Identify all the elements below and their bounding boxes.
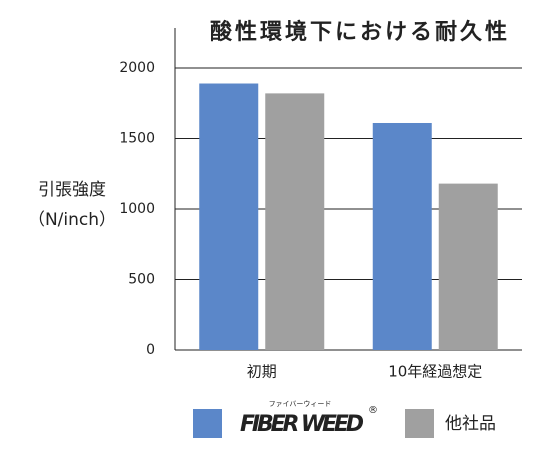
bar [372,122,432,351]
y-axis-label: 引張強度 [38,180,106,200]
bar [265,93,325,350]
y-tick-label: 2000 [119,60,155,76]
y-tick-label: 0 [146,342,155,358]
bar [438,183,498,350]
y-tick-label: 1500 [119,131,155,147]
y-tick-label: 1000 [119,201,155,217]
legend-label: FIBER WEED [240,412,364,437]
chart-title: 酸性環境下における耐久性 [210,19,510,45]
y-axis-label: （N/inch） [28,210,116,230]
x-tick-label: 初期 [247,363,277,381]
x-tick-label: 10年経過想定 [388,363,482,381]
legend-label: 他社品 [445,414,496,434]
legend-swatch [193,409,222,438]
y-tick-label: 500 [128,272,155,288]
legend-reading: ファイバーウィード [269,400,332,408]
legend-registered: ® [368,405,378,416]
legend-swatch [405,409,434,438]
bar [199,83,259,350]
